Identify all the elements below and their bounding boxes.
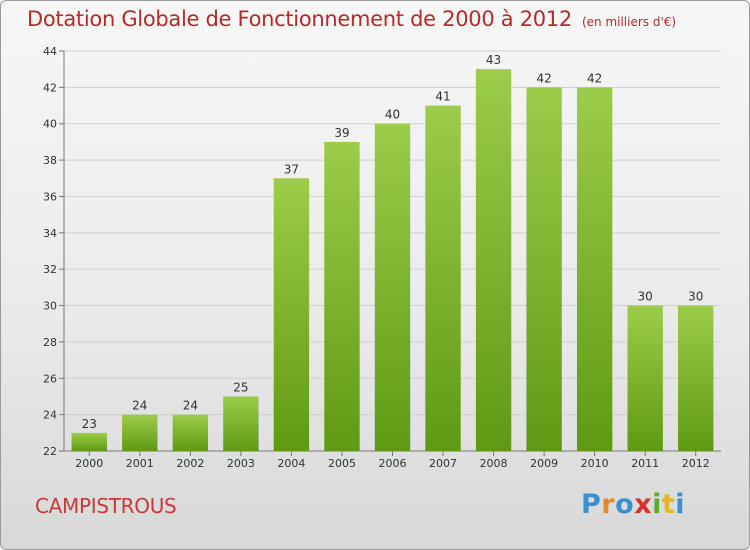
- proxiti-logo: Proxiti: [581, 489, 685, 520]
- logo-letter: x: [634, 489, 653, 520]
- bar: [526, 87, 562, 451]
- bar: [71, 432, 107, 451]
- bar-value-label: 42: [587, 71, 602, 85]
- commune-name: CAMPISTROUS: [35, 494, 177, 518]
- bar-value-label: 30: [688, 290, 703, 304]
- y-tick-label: 40: [43, 118, 57, 131]
- x-tick-label: 2006: [379, 457, 407, 470]
- bar: [273, 178, 310, 452]
- bar: [425, 105, 461, 451]
- y-tick-label: 30: [43, 300, 57, 313]
- x-tick-label: 2002: [176, 457, 204, 470]
- bar-value-label: 24: [132, 399, 147, 413]
- bar-value-label: 39: [334, 126, 349, 140]
- bar: [122, 414, 158, 451]
- bars: [71, 69, 714, 452]
- logo-letter: i: [652, 489, 662, 520]
- y-tick-label: 36: [43, 190, 57, 203]
- bar: [475, 69, 512, 451]
- y-tick-label: 32: [43, 263, 57, 276]
- bar-value-label: 37: [284, 162, 299, 176]
- bar: [223, 396, 259, 451]
- y-tick-label: 44: [43, 45, 57, 58]
- x-tick-label: 2010: [581, 457, 609, 470]
- chart-title-block: Dotation Globale de Fonctionnement de 20…: [27, 7, 676, 31]
- logo-letter: t: [661, 489, 676, 520]
- bar-value-label: 24: [183, 399, 198, 413]
- bar: [324, 141, 360, 451]
- x-tick-label: 2009: [530, 457, 558, 470]
- bar-value-label: 40: [385, 108, 400, 122]
- bar: [374, 123, 411, 452]
- bar-value-label: 42: [536, 71, 551, 85]
- y-tick-label: 22: [43, 445, 57, 458]
- x-tick-label: 2000: [75, 457, 103, 470]
- x-tick-label: 2011: [631, 457, 659, 470]
- x-tick-label: 2005: [328, 457, 356, 470]
- bar: [627, 305, 663, 451]
- bar-value-label: 25: [233, 380, 248, 394]
- chart-title: Dotation Globale de Fonctionnement de 20…: [27, 7, 572, 31]
- x-tick-label: 2004: [277, 457, 305, 470]
- y-tick-label: 24: [43, 409, 57, 422]
- y-tick-label: 34: [43, 227, 57, 240]
- bar: [172, 414, 209, 451]
- bar: [576, 87, 613, 451]
- bar: [678, 305, 714, 451]
- bar-value-label: 41: [435, 90, 450, 104]
- y-tick-label: 28: [43, 336, 57, 349]
- logo-letter: P: [581, 489, 602, 520]
- labels: 22 24 26 28 30 32 34 36 38 40 42 44 23 2000 24 2001 24 20…: [43, 45, 710, 470]
- logo-letter: i: [675, 489, 686, 520]
- y-tick-label: 42: [43, 81, 57, 94]
- x-tick-label: 2003: [227, 457, 255, 470]
- y-tick-label: 38: [43, 154, 57, 167]
- bar-value-label: 43: [486, 53, 501, 67]
- x-tick-label: 2001: [126, 457, 154, 470]
- x-tick-label: 2008: [480, 457, 508, 470]
- bar-value-label: 30: [638, 290, 653, 304]
- x-tick-label: 2012: [682, 457, 710, 470]
- y-tick-label: 26: [43, 372, 57, 385]
- x-tick-label: 2007: [429, 457, 457, 470]
- logo-letter: o: [615, 489, 635, 520]
- bar-value-label: 23: [82, 417, 97, 431]
- logo-letter: r: [601, 489, 616, 520]
- chart-unit-label: (en milliers d'€): [581, 15, 677, 29]
